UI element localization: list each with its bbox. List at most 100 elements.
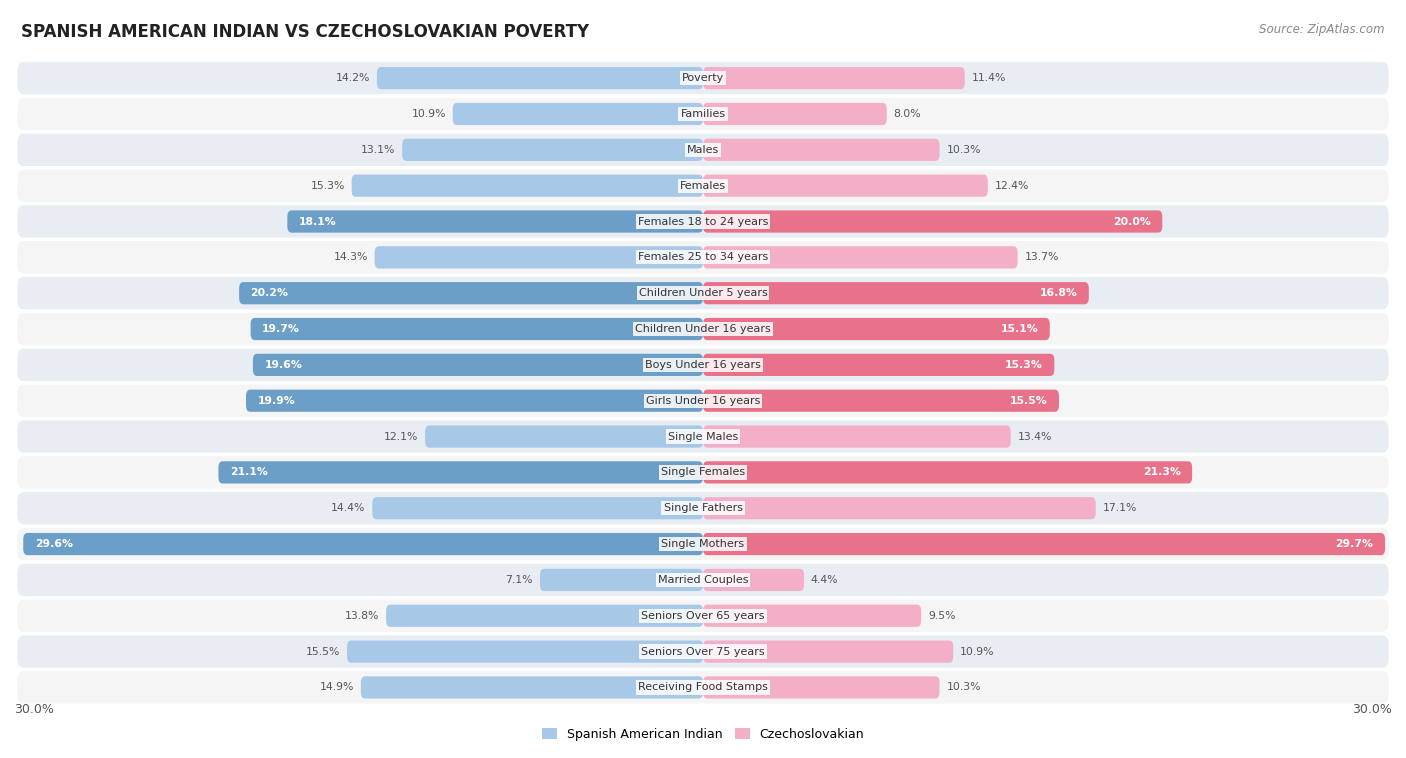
- Text: Seniors Over 75 years: Seniors Over 75 years: [641, 647, 765, 656]
- Text: 10.9%: 10.9%: [412, 109, 446, 119]
- Text: Single Females: Single Females: [661, 468, 745, 478]
- Text: Females: Females: [681, 180, 725, 191]
- FancyBboxPatch shape: [703, 211, 1163, 233]
- FancyBboxPatch shape: [703, 676, 939, 699]
- FancyBboxPatch shape: [17, 384, 1389, 418]
- FancyBboxPatch shape: [703, 139, 939, 161]
- FancyBboxPatch shape: [17, 133, 1389, 167]
- Text: Seniors Over 65 years: Seniors Over 65 years: [641, 611, 765, 621]
- Text: 14.2%: 14.2%: [336, 74, 370, 83]
- FancyBboxPatch shape: [218, 462, 703, 484]
- Text: 30.0%: 30.0%: [1353, 703, 1392, 716]
- Legend: Spanish American Indian, Czechoslovakian: Spanish American Indian, Czechoslovakian: [537, 723, 869, 746]
- Text: 7.1%: 7.1%: [506, 575, 533, 585]
- Text: 4.4%: 4.4%: [811, 575, 838, 585]
- Text: Boys Under 16 years: Boys Under 16 years: [645, 360, 761, 370]
- Text: 15.3%: 15.3%: [1005, 360, 1043, 370]
- Text: 15.3%: 15.3%: [311, 180, 344, 191]
- FancyBboxPatch shape: [387, 605, 703, 627]
- Text: 29.6%: 29.6%: [35, 539, 73, 549]
- Text: 13.8%: 13.8%: [344, 611, 380, 621]
- FancyBboxPatch shape: [347, 641, 703, 662]
- FancyBboxPatch shape: [17, 527, 1389, 561]
- Text: Single Males: Single Males: [668, 431, 738, 442]
- FancyBboxPatch shape: [17, 205, 1389, 239]
- FancyBboxPatch shape: [17, 599, 1389, 633]
- FancyBboxPatch shape: [287, 211, 703, 233]
- Text: 14.9%: 14.9%: [319, 682, 354, 692]
- FancyBboxPatch shape: [17, 348, 1389, 382]
- Text: Single Mothers: Single Mothers: [661, 539, 745, 549]
- Text: 21.3%: 21.3%: [1143, 468, 1181, 478]
- FancyBboxPatch shape: [17, 491, 1389, 525]
- Text: Girls Under 16 years: Girls Under 16 years: [645, 396, 761, 406]
- Text: 9.5%: 9.5%: [928, 611, 956, 621]
- FancyBboxPatch shape: [377, 67, 703, 89]
- FancyBboxPatch shape: [17, 562, 1389, 597]
- FancyBboxPatch shape: [703, 497, 1095, 519]
- Text: SPANISH AMERICAN INDIAN VS CZECHOSLOVAKIAN POVERTY: SPANISH AMERICAN INDIAN VS CZECHOSLOVAKI…: [21, 23, 589, 41]
- FancyBboxPatch shape: [703, 246, 1018, 268]
- FancyBboxPatch shape: [17, 61, 1389, 96]
- FancyBboxPatch shape: [352, 174, 703, 197]
- Text: 20.2%: 20.2%: [250, 288, 288, 298]
- Text: Families: Families: [681, 109, 725, 119]
- Text: 15.5%: 15.5%: [305, 647, 340, 656]
- FancyBboxPatch shape: [17, 276, 1389, 310]
- Text: Poverty: Poverty: [682, 74, 724, 83]
- FancyBboxPatch shape: [17, 312, 1389, 346]
- Text: 10.3%: 10.3%: [946, 682, 981, 692]
- FancyBboxPatch shape: [703, 425, 1011, 448]
- FancyBboxPatch shape: [250, 318, 703, 340]
- FancyBboxPatch shape: [703, 282, 1088, 304]
- FancyBboxPatch shape: [374, 246, 703, 268]
- Text: 14.3%: 14.3%: [333, 252, 368, 262]
- Text: 16.8%: 16.8%: [1039, 288, 1077, 298]
- Text: 21.1%: 21.1%: [231, 468, 267, 478]
- Text: 13.4%: 13.4%: [1018, 431, 1052, 442]
- FancyBboxPatch shape: [703, 174, 988, 197]
- Text: 14.4%: 14.4%: [330, 503, 366, 513]
- FancyBboxPatch shape: [540, 568, 703, 591]
- FancyBboxPatch shape: [373, 497, 703, 519]
- FancyBboxPatch shape: [703, 67, 965, 89]
- Text: Males: Males: [688, 145, 718, 155]
- Text: 12.4%: 12.4%: [994, 180, 1029, 191]
- FancyBboxPatch shape: [453, 103, 703, 125]
- FancyBboxPatch shape: [703, 354, 1054, 376]
- Text: Married Couples: Married Couples: [658, 575, 748, 585]
- Text: Single Fathers: Single Fathers: [664, 503, 742, 513]
- Text: Receiving Food Stamps: Receiving Food Stamps: [638, 682, 768, 692]
- Text: 15.5%: 15.5%: [1010, 396, 1047, 406]
- FancyBboxPatch shape: [703, 533, 1385, 555]
- Text: Children Under 16 years: Children Under 16 years: [636, 324, 770, 334]
- FancyBboxPatch shape: [703, 103, 887, 125]
- Text: 30.0%: 30.0%: [14, 703, 53, 716]
- FancyBboxPatch shape: [253, 354, 703, 376]
- Text: Females 18 to 24 years: Females 18 to 24 years: [638, 217, 768, 227]
- FancyBboxPatch shape: [361, 676, 703, 699]
- FancyBboxPatch shape: [703, 318, 1050, 340]
- FancyBboxPatch shape: [402, 139, 703, 161]
- Text: 13.7%: 13.7%: [1025, 252, 1059, 262]
- Text: 18.1%: 18.1%: [299, 217, 336, 227]
- Text: Children Under 5 years: Children Under 5 years: [638, 288, 768, 298]
- Text: 13.1%: 13.1%: [361, 145, 395, 155]
- Text: 19.7%: 19.7%: [262, 324, 299, 334]
- FancyBboxPatch shape: [239, 282, 703, 304]
- Text: 17.1%: 17.1%: [1102, 503, 1137, 513]
- FancyBboxPatch shape: [703, 641, 953, 662]
- FancyBboxPatch shape: [24, 533, 703, 555]
- Text: Females 25 to 34 years: Females 25 to 34 years: [638, 252, 768, 262]
- FancyBboxPatch shape: [703, 568, 804, 591]
- FancyBboxPatch shape: [17, 419, 1389, 454]
- Text: 15.1%: 15.1%: [1001, 324, 1038, 334]
- Text: 10.9%: 10.9%: [960, 647, 994, 656]
- FancyBboxPatch shape: [703, 390, 1059, 412]
- Text: 10.3%: 10.3%: [946, 145, 981, 155]
- FancyBboxPatch shape: [703, 462, 1192, 484]
- FancyBboxPatch shape: [17, 97, 1389, 131]
- Text: 12.1%: 12.1%: [384, 431, 418, 442]
- FancyBboxPatch shape: [17, 456, 1389, 490]
- Text: 19.6%: 19.6%: [264, 360, 302, 370]
